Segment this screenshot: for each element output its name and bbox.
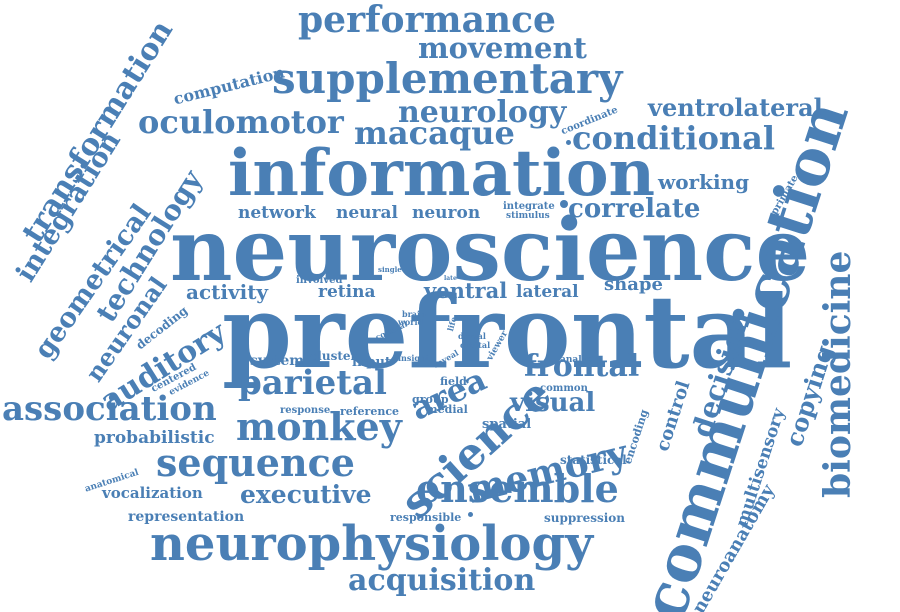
cloud-word: vocalization bbox=[102, 484, 203, 502]
cloud-word: single bbox=[378, 265, 402, 274]
cloud-word: association bbox=[2, 389, 217, 429]
cloud-word: macaque bbox=[354, 114, 515, 152]
cloud-word: analysis bbox=[560, 355, 601, 365]
cloud-word: common bbox=[540, 383, 588, 394]
cloud-word: integrate bbox=[503, 201, 555, 212]
cloud-word: probabilistic bbox=[94, 428, 215, 448]
dot-mark bbox=[566, 140, 571, 145]
cloud-word: suppression bbox=[544, 511, 626, 525]
cloud-word: brain bbox=[402, 309, 426, 319]
cloud-word: conditional bbox=[572, 119, 776, 157]
cloud-word: prefrontal bbox=[222, 273, 793, 391]
cloud-word: lateral bbox=[516, 282, 579, 302]
cloud-word: computation bbox=[171, 62, 287, 109]
cloud-word: system bbox=[250, 353, 305, 369]
cloud-word: orbital bbox=[460, 340, 491, 350]
cloud-word: stimulus bbox=[506, 211, 550, 221]
cloud-word: responsible bbox=[390, 511, 462, 524]
cloud-word: dorsal bbox=[458, 331, 486, 341]
cloud-word: representation bbox=[128, 509, 245, 525]
cloud-word: neuroscience bbox=[170, 200, 811, 301]
cloud-word: monkey bbox=[236, 404, 402, 449]
cloud-word: frontal bbox=[524, 349, 640, 384]
cloud-word: statistical bbox=[560, 453, 627, 467]
cloud-word: group bbox=[412, 393, 449, 406]
cloud-word: reference bbox=[340, 405, 400, 418]
cloud-word: acquisition bbox=[348, 563, 536, 598]
cloud-word: ensemble bbox=[416, 466, 619, 511]
cloud-word: sequence bbox=[156, 440, 355, 485]
cloud-word: neurology bbox=[398, 95, 567, 130]
cloud-word: neuron bbox=[412, 203, 481, 223]
cloud-word: field bbox=[440, 375, 467, 388]
cloud-word: correlate bbox=[568, 194, 701, 224]
cloud-word: involved bbox=[296, 275, 343, 286]
dot-mark bbox=[560, 200, 568, 208]
cloud-word: performance bbox=[298, 0, 556, 41]
cloud-word: input bbox=[352, 355, 391, 370]
cloud-word: more bbox=[438, 293, 456, 300]
cloud-word: executive bbox=[240, 480, 372, 509]
cloud-word: response bbox=[280, 405, 331, 416]
cloud-word: oculomotor bbox=[138, 103, 344, 141]
cloud-word: retina bbox=[318, 282, 376, 302]
cloud-word: movement bbox=[418, 31, 587, 65]
cloud-word: activity bbox=[186, 280, 269, 304]
cloud-word: supplementary bbox=[272, 54, 623, 103]
cloud-word: spatial bbox=[482, 417, 532, 432]
cloud-word: late bbox=[444, 275, 457, 282]
cloud-word: parietal bbox=[238, 363, 387, 403]
cloud-word: neurophysiology bbox=[150, 516, 593, 572]
cloud-word: information bbox=[228, 136, 656, 211]
cloud-word: neural bbox=[336, 203, 398, 223]
dot-mark bbox=[468, 512, 473, 517]
cloud-word: visual bbox=[510, 388, 596, 418]
cloud-word: network bbox=[238, 203, 316, 223]
cloud-word: world bbox=[398, 317, 424, 327]
cloud-word: medial bbox=[426, 403, 468, 416]
cloud-word: ventrolateral bbox=[648, 93, 823, 122]
cloud-word: insight bbox=[398, 353, 430, 363]
cloud-word: working bbox=[658, 170, 750, 194]
cloud-word: cluster bbox=[310, 349, 357, 363]
cloud-word: ventral bbox=[424, 278, 508, 303]
cloud-word: shape bbox=[604, 274, 663, 295]
